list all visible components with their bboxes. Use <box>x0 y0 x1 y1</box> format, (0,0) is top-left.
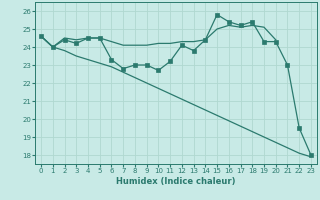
X-axis label: Humidex (Indice chaleur): Humidex (Indice chaleur) <box>116 177 236 186</box>
